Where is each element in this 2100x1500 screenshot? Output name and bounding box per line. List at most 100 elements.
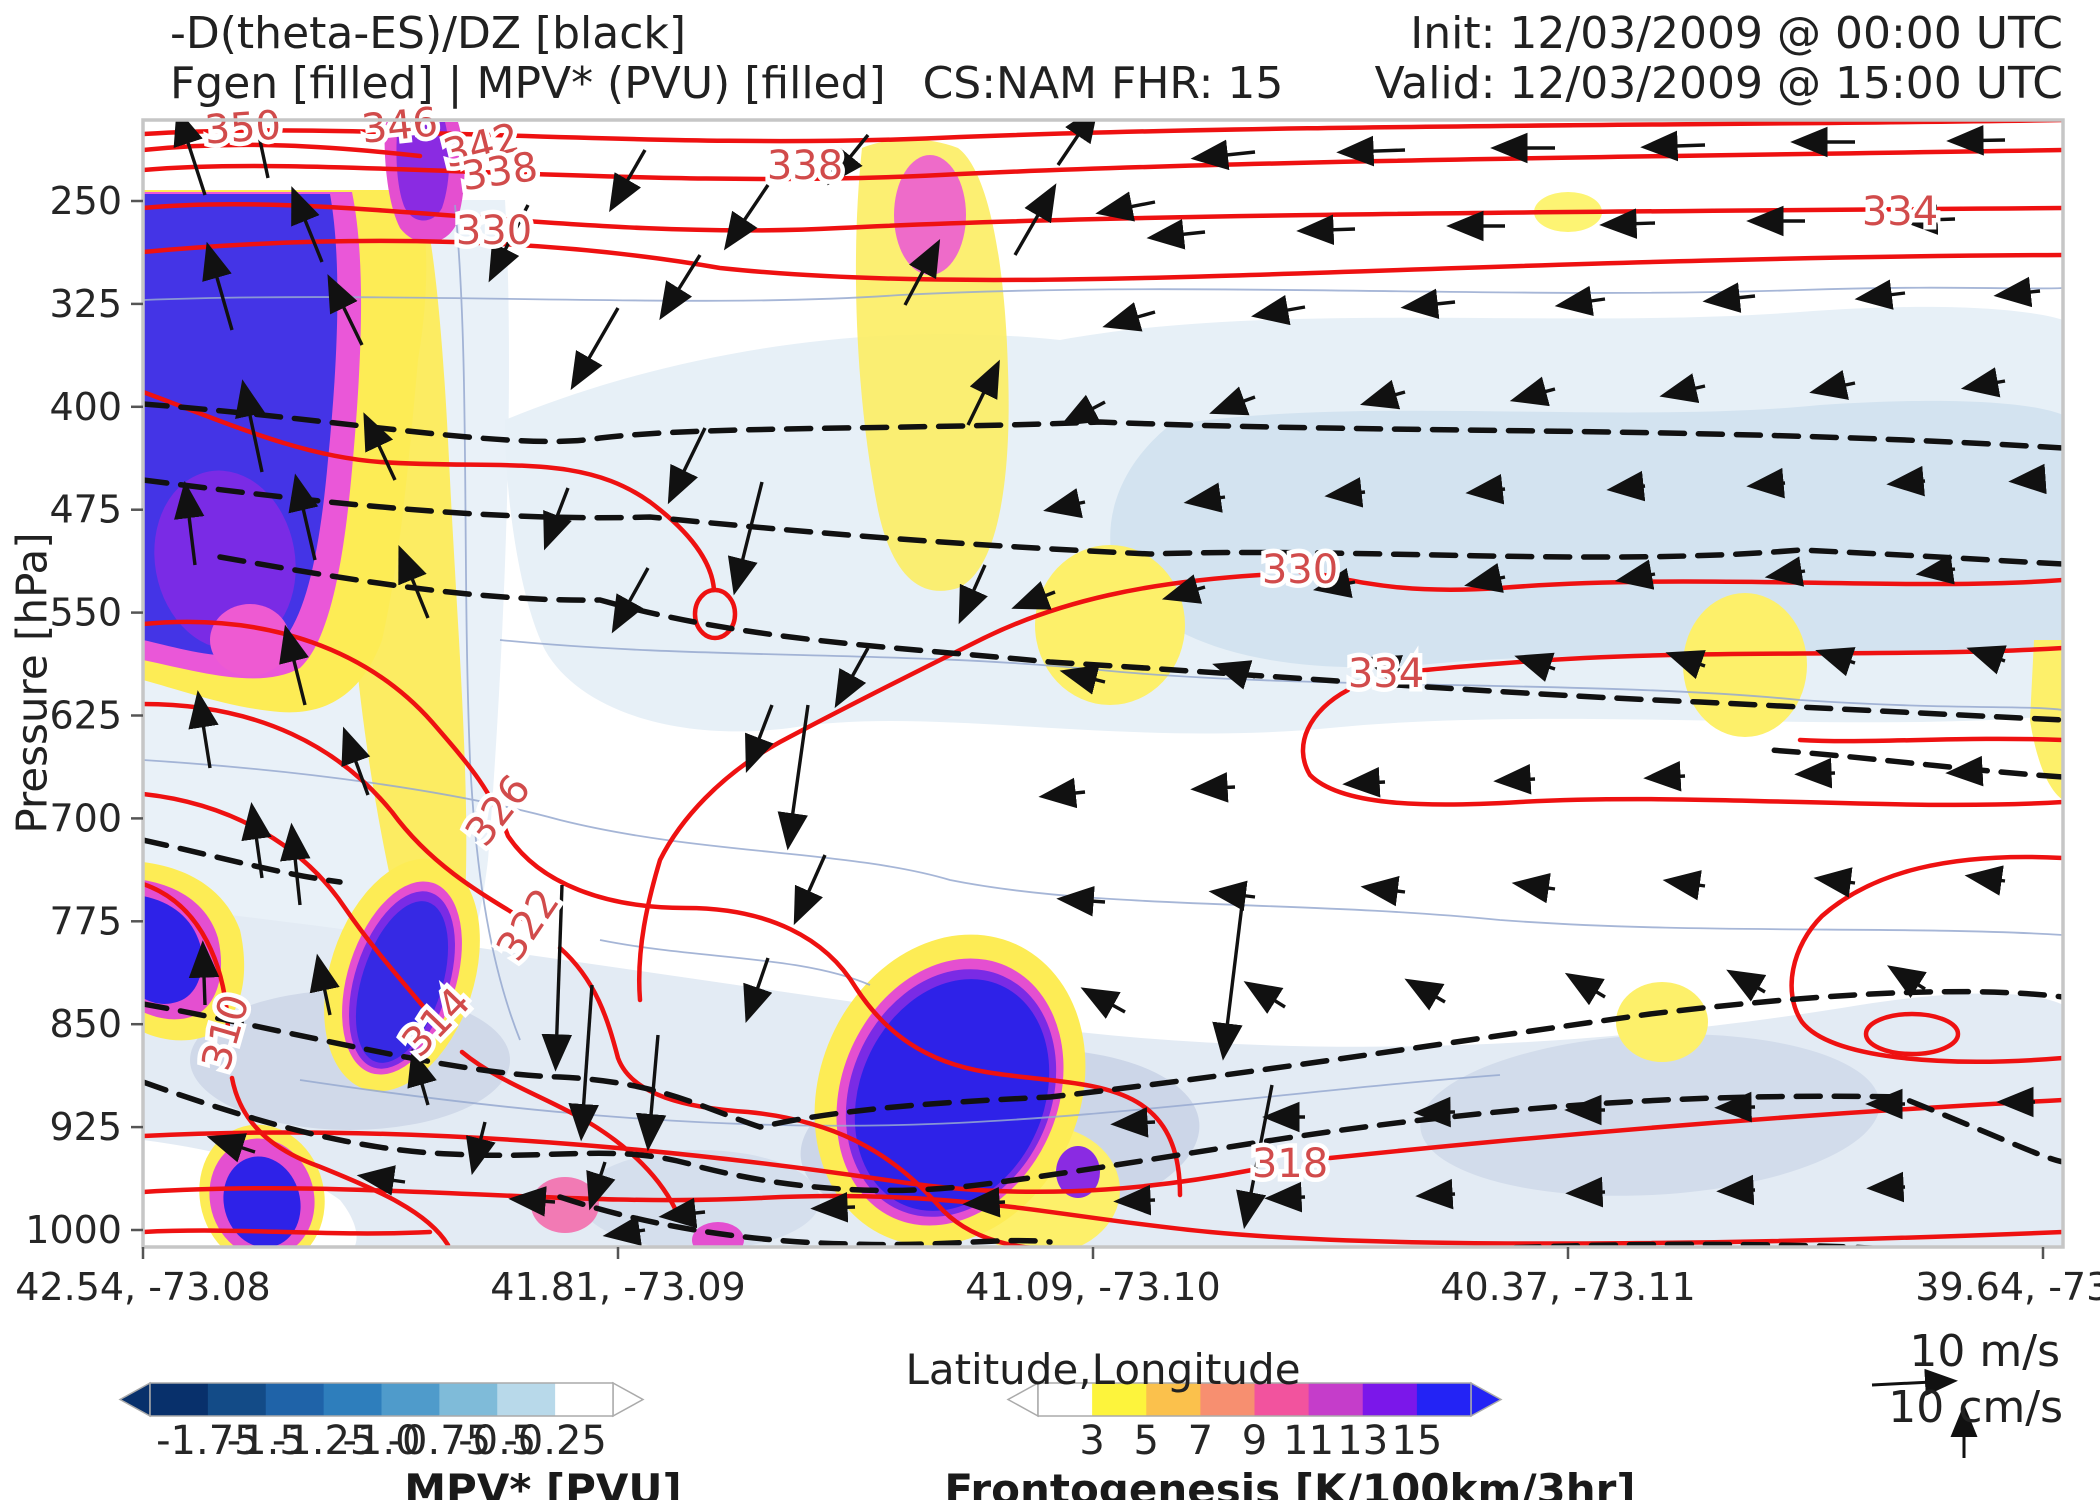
colorbar-segment	[323, 1383, 383, 1416]
wind-arrow	[1013, 183, 1057, 256]
wind-arrow	[240, 120, 271, 179]
wind-arrow	[1886, 465, 1926, 497]
colorbar-segment	[1092, 1383, 1147, 1416]
wind-arrow	[202, 241, 234, 331]
wind-arrow	[309, 953, 340, 1016]
wind-arrow	[1161, 574, 1206, 604]
colorbar-outline	[1037, 1382, 1472, 1417]
red-contour-label: 346	[359, 99, 440, 153]
wind-arrow	[173, 120, 207, 196]
wind-arrow	[1080, 987, 1126, 1019]
wind-arrow	[609, 149, 647, 213]
wind-arrow	[1102, 302, 1156, 332]
colorbar-tick-label: 15	[1391, 1418, 1442, 1464]
wind-arrow	[488, 204, 530, 283]
wind-arrow	[1251, 294, 1306, 326]
fgen-speck-magenta	[692, 1222, 744, 1247]
x-tick-label: 42.54, -73.08	[15, 1265, 270, 1309]
wind-arrow	[658, 1197, 706, 1229]
wind-arrow	[1809, 369, 1856, 400]
wind-arrow	[1413, 1096, 1456, 1128]
wind-arrow	[1324, 477, 1366, 508]
wind-arrow	[327, 274, 364, 346]
y-tick-label: 925	[49, 1105, 122, 1149]
wind-arrow	[1360, 379, 1406, 410]
wind-arrow	[1095, 191, 1156, 222]
colorbar-right-tip	[1470, 1381, 1503, 1418]
valid-time-label: Valid: 12/03/2009 @ 15:00 UTC	[1374, 58, 2063, 109]
x-tick-label: 41.81, -73.09	[490, 1265, 745, 1309]
y-tick-label: 625	[49, 694, 122, 738]
x-tick-label: 39.64, -73.12	[1915, 1265, 2100, 1309]
wind-arrow	[1514, 652, 1556, 682]
wind-arrow	[1960, 367, 2006, 398]
colorbar-tick-label: -0.5	[458, 1418, 536, 1464]
colorbar-segment	[1308, 1383, 1364, 1416]
colorbar-segment	[1146, 1383, 1201, 1416]
colorbar-segment	[1038, 1383, 1093, 1416]
red-contour-label: 330	[456, 208, 532, 254]
wind-arrow	[1643, 760, 1686, 792]
wind-arrow	[966, 359, 1000, 426]
wind-arrow	[1915, 554, 1956, 585]
wind-arrow	[541, 884, 573, 1072]
wind-arrow	[1342, 767, 1386, 798]
wind-arrow	[962, 1187, 1006, 1218]
mpv-fill-bottom-dark-2	[1420, 1034, 1880, 1196]
wind-arrow	[356, 1165, 406, 1196]
plot-frame	[141, 118, 2065, 1249]
colorbar-segment	[1200, 1383, 1256, 1416]
wind-arrow	[1360, 875, 1406, 907]
wind-arrow	[1554, 285, 1606, 317]
wind-arrow	[827, 133, 870, 186]
wind-arrow	[1900, 204, 1956, 235]
wind-arrow	[586, 1161, 616, 1211]
colorbar-tick-label: -1.75	[156, 1418, 260, 1464]
wind-arrow	[810, 1191, 856, 1223]
wind-arrow	[1662, 870, 1706, 901]
wind-arrow	[568, 984, 599, 1142]
wind-arrow	[743, 957, 773, 1024]
y-tick-label: 1000	[25, 1208, 122, 1252]
wind-arrow	[174, 480, 205, 566]
colorbar-title: MPV* [PVU]	[404, 1465, 681, 1500]
reference-vectors	[1871, 1368, 1978, 1458]
y-tick-label: 850	[49, 1002, 122, 1046]
wind-arrow	[291, 186, 324, 263]
colorbar-segment	[555, 1383, 614, 1416]
colorbar-segment	[1254, 1383, 1310, 1416]
colorbar-tick-label: 11	[1283, 1418, 1334, 1464]
colorbar-segment	[150, 1383, 209, 1416]
wind-arrow	[1815, 647, 1856, 677]
y-tick-label: 775	[49, 899, 122, 943]
colorbar-segment	[1416, 1383, 1472, 1416]
wind-arrow	[745, 704, 774, 773]
colorbar-tick-label: -0.75	[388, 1418, 492, 1464]
wind-arrow	[1565, 1176, 1606, 1208]
wind-arrow	[1312, 568, 1356, 599]
wind-arrow	[611, 567, 650, 634]
fgen-blob-c-blue	[143, 896, 202, 1004]
wind-arrow	[1946, 125, 2006, 156]
wind-arrow	[1966, 645, 2007, 675]
wind-arrow	[793, 854, 827, 926]
colorbar-tick-label: -1.5	[227, 1418, 305, 1464]
wind-arrow	[659, 254, 702, 321]
red-contour-label: 318	[1252, 1141, 1328, 1187]
wind-arrow	[1415, 1178, 1456, 1210]
wind-arrow	[1493, 763, 1536, 795]
wind-vector-arrows	[173, 120, 2047, 1246]
wind-arrow	[398, 544, 430, 619]
colorbar-left-tip	[118, 1381, 151, 1418]
x-tick-label: 40.37, -73.11	[1440, 1265, 1695, 1309]
colorbar-segment	[381, 1383, 440, 1416]
colorbar-tick-label: 3	[1079, 1418, 1104, 1464]
wind-arrow	[1794, 757, 1836, 789]
colorbar-outline	[149, 1382, 614, 1417]
wind-arrow	[1659, 373, 1706, 404]
wind-arrow	[1056, 885, 1106, 917]
wind-arrow	[727, 481, 764, 596]
wind-arrow	[1212, 904, 1244, 1061]
wind-arrow	[1146, 219, 1206, 250]
